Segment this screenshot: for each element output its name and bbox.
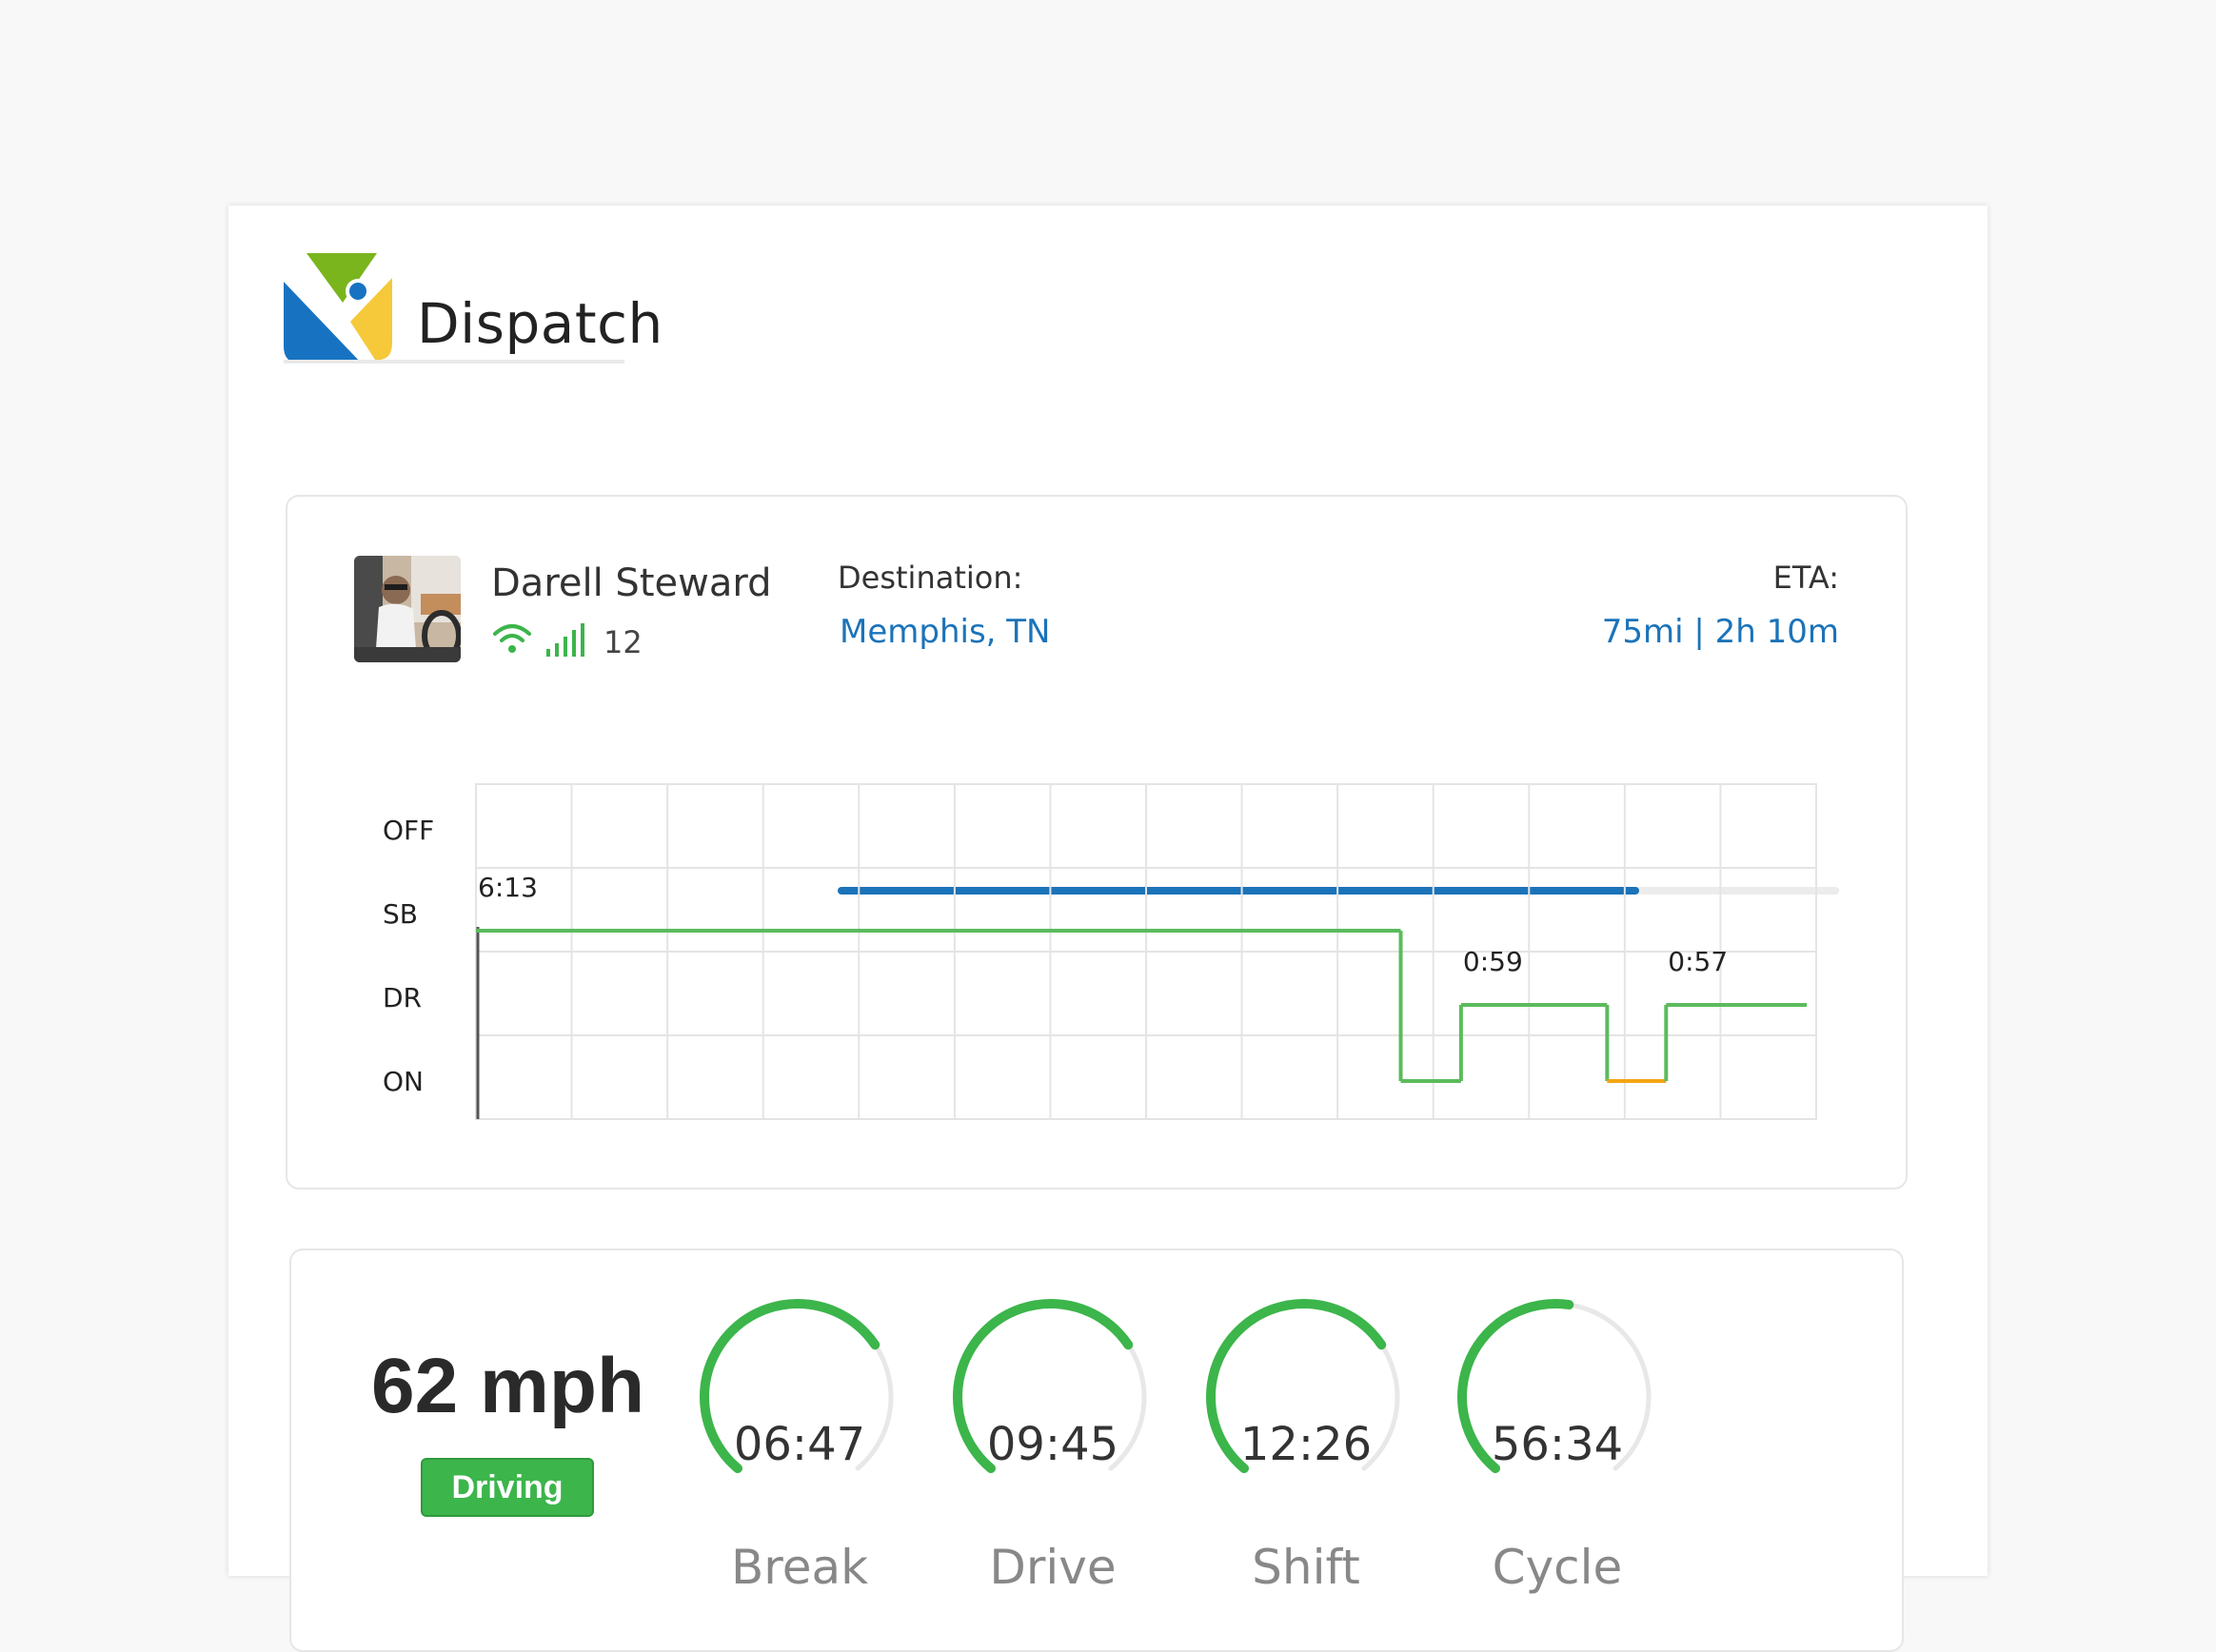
trip-progress-fill <box>838 887 1639 895</box>
duration-label: 6:13 <box>478 872 538 903</box>
dispatch-panel: Dispatch Darell Steward <box>228 206 1988 1652</box>
destination-value[interactable]: Memphis, TN <box>840 613 1051 651</box>
gauge-label: Drive <box>989 1540 1117 1595</box>
gauge-fill <box>953 1299 1134 1474</box>
gauge-ring <box>700 1299 894 1474</box>
driver-card: Darell Steward 12 Destination: Memphis, … <box>286 495 1908 1190</box>
avatar[interactable] <box>354 556 461 662</box>
gauge-shift[interactable]: 12:26 Shift <box>1203 1296 1424 1650</box>
gauge-time: 12:26 <box>1239 1418 1373 1471</box>
y-tick-label: SB <box>383 898 418 930</box>
eta-value[interactable]: 75mi | 2h 10m <box>1601 613 1839 651</box>
y-tick-label: DR <box>383 982 422 1013</box>
speed-readout: 62 mph <box>371 1343 645 1429</box>
eta-label: ETA: <box>1772 560 1839 596</box>
driver-name: Darell Steward <box>491 561 772 605</box>
y-tick-label: OFF <box>383 815 434 846</box>
gauge-label: Shift <box>1252 1540 1360 1595</box>
driver-photo <box>354 556 461 662</box>
gauge-break[interactable]: 06:47 Break <box>697 1296 918 1650</box>
gauge-label: Break <box>730 1540 869 1595</box>
gauge-fill <box>1457 1299 1574 1474</box>
hos-chart: OFF SB DR ON 6:13 0:59 0:57 <box>383 783 1817 1120</box>
gauge-time: 09:45 <box>986 1418 1119 1471</box>
gauge-time: 06:47 <box>733 1418 866 1471</box>
signal-count: 12 <box>603 624 643 660</box>
stats-card: 62 mph Driving 06:47 Break 09:45 Drive 1… <box>289 1249 1904 1652</box>
gauge-cycle[interactable]: 56:34 Cycle <box>1454 1296 1675 1650</box>
y-tick-label: ON <box>383 1066 424 1097</box>
dispatch-logo-icon <box>284 253 392 364</box>
gauge-ring <box>1206 1299 1400 1474</box>
gauge-label: Cycle <box>1492 1540 1623 1595</box>
duration-label: 0:59 <box>1463 946 1523 977</box>
gauge-time: 56:34 <box>1491 1418 1624 1471</box>
wifi-icon <box>493 624 531 653</box>
signal-bars-icon <box>546 623 584 657</box>
status-badge[interactable]: Driving <box>421 1458 594 1517</box>
duration-label: 0:57 <box>1668 946 1728 977</box>
logo-underline <box>284 360 624 364</box>
gauge-drive[interactable]: 09:45 Drive <box>950 1296 1171 1650</box>
gauge-fill <box>700 1299 880 1474</box>
gauge-ring <box>953 1299 1147 1474</box>
gauge-ring <box>1457 1299 1652 1474</box>
app-title: Dispatch <box>417 291 663 356</box>
destination-label: Destination: <box>838 560 1023 596</box>
gauge-fill <box>1206 1299 1387 1474</box>
app-logo: Dispatch <box>282 253 855 379</box>
